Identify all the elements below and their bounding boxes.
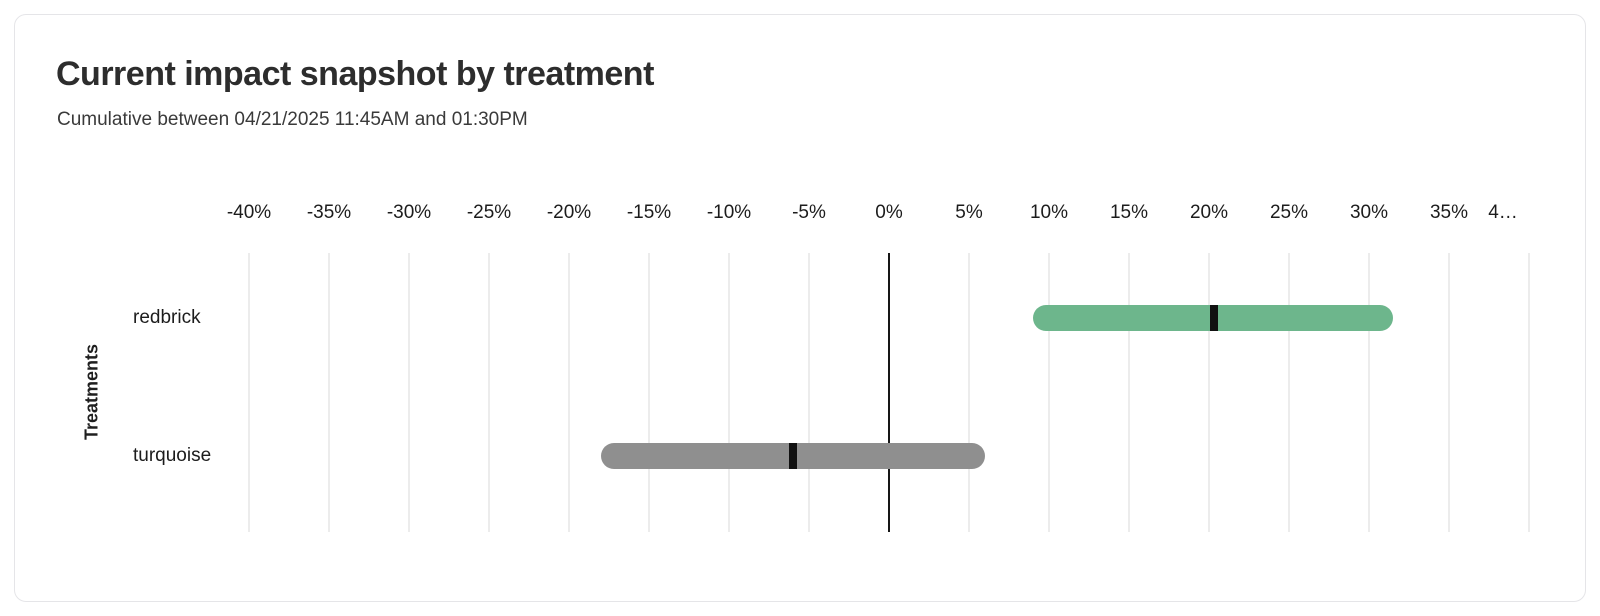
- gridline: [728, 253, 730, 532]
- confidence-range-bar-redbrick[interactable]: [1033, 305, 1393, 331]
- x-axis-tick-label: 20%: [1189, 202, 1229, 223]
- gridline: [1048, 253, 1050, 532]
- x-axis-tick-label: -5%: [792, 202, 826, 223]
- gridline: [1128, 253, 1130, 532]
- chart-card: Current impact snapshot by treatment Cum…: [14, 14, 1586, 602]
- x-axis-tick-label: 5%: [955, 202, 983, 223]
- point-estimate-marker-redbrick: [1209, 305, 1218, 331]
- gridline: [808, 253, 810, 532]
- x-axis-tick-label: 35%: [1429, 202, 1469, 223]
- x-axis-tick-label: -20%: [546, 202, 592, 223]
- gridline: [1448, 253, 1450, 532]
- x-axis-tick-label: 15%: [1109, 202, 1149, 223]
- zero-axis-line: [888, 253, 890, 532]
- x-axis-tick-label: 25%: [1269, 202, 1309, 223]
- treatment-label-turquoise: turquoise: [133, 445, 212, 466]
- gridline: [568, 253, 570, 532]
- chart-subtitle: Cumulative between 04/21/2025 11:45AM an…: [57, 109, 528, 130]
- x-axis-tick-label: -15%: [626, 202, 672, 223]
- x-axis-tick-label: -25%: [466, 202, 512, 223]
- gridline: [1288, 253, 1290, 532]
- gridline: [968, 253, 970, 532]
- x-axis-tick-label: -35%: [306, 202, 352, 223]
- point-estimate-marker-turquoise: [789, 443, 797, 469]
- x-axis-tick-label: 4…: [1488, 202, 1518, 223]
- gridline: [1368, 253, 1370, 532]
- impact-bar-chart: Treatments -40% -35% -30% -25% -20% -15% -10% -…: [15, 15, 1585, 601]
- gridline: [648, 253, 650, 532]
- page-title: Current impact snapshot by treatment: [56, 55, 654, 93]
- gridline: [1208, 253, 1210, 532]
- gridline: [248, 253, 250, 532]
- x-axis-tick-label: -30%: [386, 202, 432, 223]
- x-axis-tick-label: -10%: [706, 202, 752, 223]
- confidence-range-bar-turquoise[interactable]: [601, 443, 985, 469]
- gridline: [328, 253, 330, 532]
- treatment-label-redbrick: redbrick: [133, 307, 201, 328]
- x-axis-tick-label: -40%: [226, 202, 272, 223]
- x-axis-tick-label: 10%: [1029, 202, 1069, 223]
- x-axis-tick-label: 30%: [1349, 202, 1389, 223]
- gridline: [408, 253, 410, 532]
- gridline: [1528, 253, 1530, 532]
- gridline: [488, 253, 490, 532]
- x-axis-tick-label: 0%: [875, 202, 903, 223]
- y-axis-title: Treatments: [81, 343, 102, 441]
